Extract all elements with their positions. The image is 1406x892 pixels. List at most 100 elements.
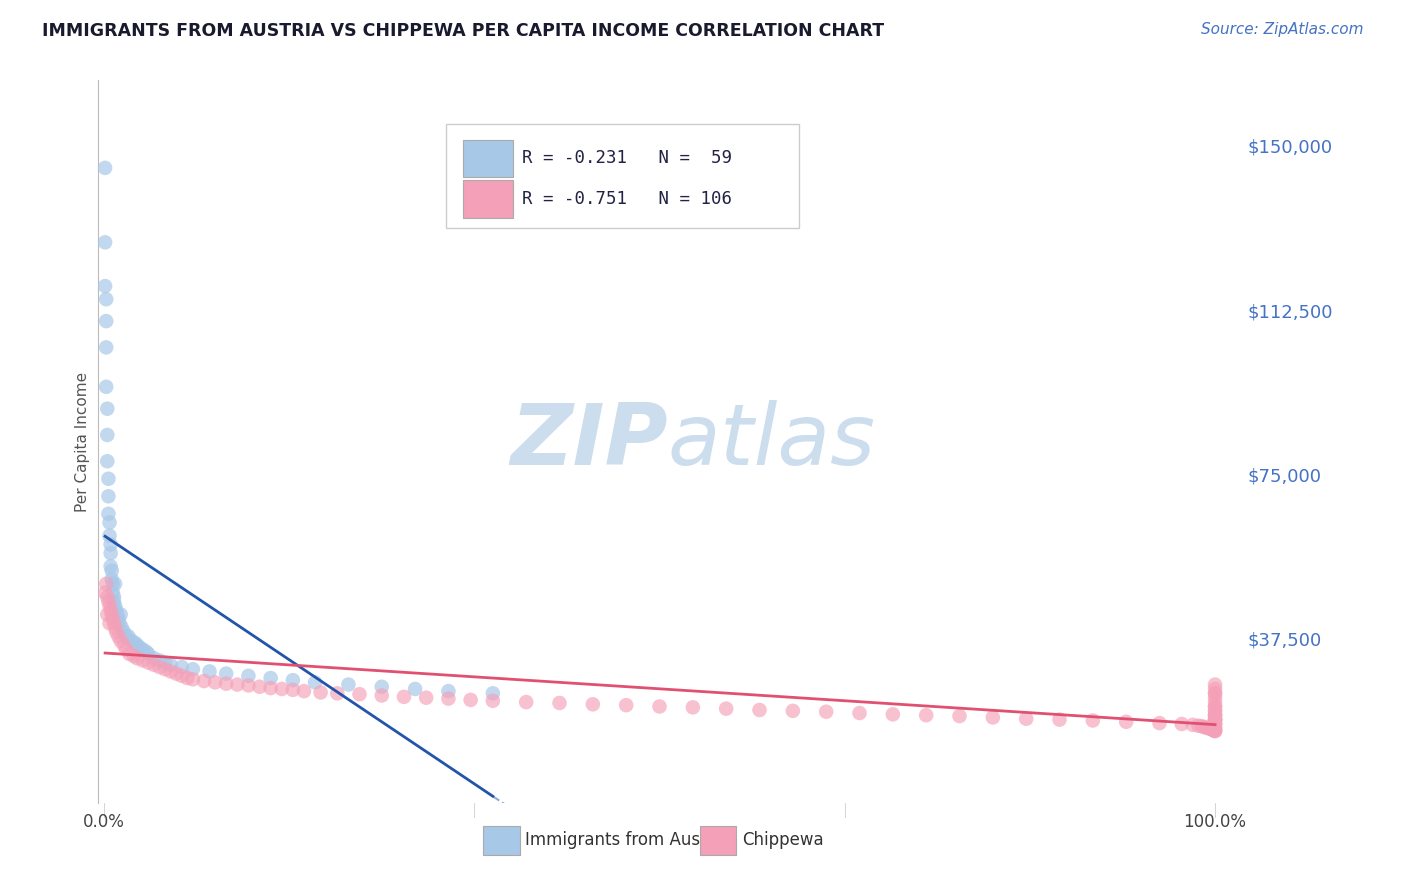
Point <box>1204 699 1226 714</box>
Point <box>337 677 360 691</box>
Point <box>682 700 704 714</box>
Point <box>215 676 238 690</box>
Point <box>371 680 394 694</box>
Point <box>1115 714 1137 729</box>
Point <box>103 590 125 604</box>
FancyBboxPatch shape <box>700 826 737 855</box>
Point <box>815 705 838 719</box>
Point <box>96 428 118 442</box>
Point <box>1204 708 1226 723</box>
Point <box>104 577 127 591</box>
Point <box>1204 686 1226 700</box>
Point <box>115 642 138 657</box>
Point <box>226 677 249 691</box>
Point <box>292 684 315 698</box>
FancyBboxPatch shape <box>446 124 799 228</box>
Point <box>1204 699 1226 714</box>
Point <box>159 657 181 672</box>
FancyBboxPatch shape <box>463 180 513 218</box>
Point <box>96 292 118 306</box>
Point <box>238 669 260 683</box>
Point <box>104 599 127 613</box>
Point <box>100 573 122 587</box>
Point <box>138 656 160 670</box>
Point <box>138 647 160 661</box>
Point <box>1202 723 1225 737</box>
Point <box>1204 704 1226 718</box>
Point <box>259 671 281 685</box>
Point <box>249 680 271 694</box>
Point <box>281 673 304 688</box>
Point <box>371 689 394 703</box>
Point <box>94 279 117 293</box>
Point <box>1181 718 1204 732</box>
Point <box>1197 722 1219 736</box>
Point <box>437 684 460 698</box>
Point <box>128 640 150 655</box>
Point <box>98 516 121 530</box>
Text: R = -0.231   N =  59: R = -0.231 N = 59 <box>522 149 733 168</box>
Point <box>1204 713 1226 727</box>
Point <box>1191 719 1213 733</box>
Point <box>96 401 118 416</box>
Point <box>281 682 304 697</box>
Point <box>1204 690 1226 705</box>
Point <box>96 607 118 622</box>
Point <box>159 665 181 679</box>
Point <box>103 594 125 608</box>
Point <box>98 599 121 613</box>
Point <box>193 674 215 689</box>
Point <box>170 660 193 674</box>
Point <box>1204 717 1226 731</box>
Point <box>181 673 204 687</box>
Point <box>105 603 128 617</box>
Point <box>132 642 155 657</box>
Point <box>107 629 129 643</box>
Point <box>124 636 146 650</box>
Point <box>100 564 122 578</box>
Point <box>415 690 437 705</box>
Point <box>100 559 122 574</box>
Point <box>127 651 149 665</box>
Point <box>170 669 193 683</box>
Point <box>309 685 332 699</box>
Point <box>848 706 870 720</box>
Point <box>97 472 120 486</box>
Point <box>1202 723 1225 738</box>
Point <box>204 675 226 690</box>
Point <box>1204 708 1226 723</box>
Point <box>1204 723 1226 738</box>
Point <box>1204 677 1226 691</box>
Point <box>648 699 671 714</box>
Point <box>349 687 371 701</box>
Point <box>1204 723 1226 738</box>
Point <box>148 653 170 667</box>
Point <box>915 708 938 723</box>
Point <box>259 681 281 695</box>
Y-axis label: Per Capita Income: Per Capita Income <box>75 371 90 512</box>
Point <box>127 638 149 652</box>
Text: ZIP: ZIP <box>510 400 668 483</box>
Point <box>1204 708 1226 723</box>
Point <box>110 607 132 622</box>
Point <box>1049 713 1071 727</box>
Point <box>98 616 121 631</box>
Point <box>101 577 124 591</box>
Point <box>1204 717 1226 731</box>
Point <box>96 340 118 354</box>
Point <box>100 603 122 617</box>
Point <box>103 616 125 631</box>
Point <box>1204 695 1226 709</box>
Point <box>97 507 120 521</box>
Point <box>96 590 118 604</box>
Point <box>1204 722 1226 736</box>
Text: R = -0.751   N = 106: R = -0.751 N = 106 <box>522 190 733 208</box>
Point <box>748 703 770 717</box>
Point <box>153 662 176 676</box>
Point <box>1201 723 1223 737</box>
Point <box>94 235 117 250</box>
Point <box>101 612 124 626</box>
Point <box>112 638 135 652</box>
Point <box>96 314 118 328</box>
Point <box>135 645 157 659</box>
